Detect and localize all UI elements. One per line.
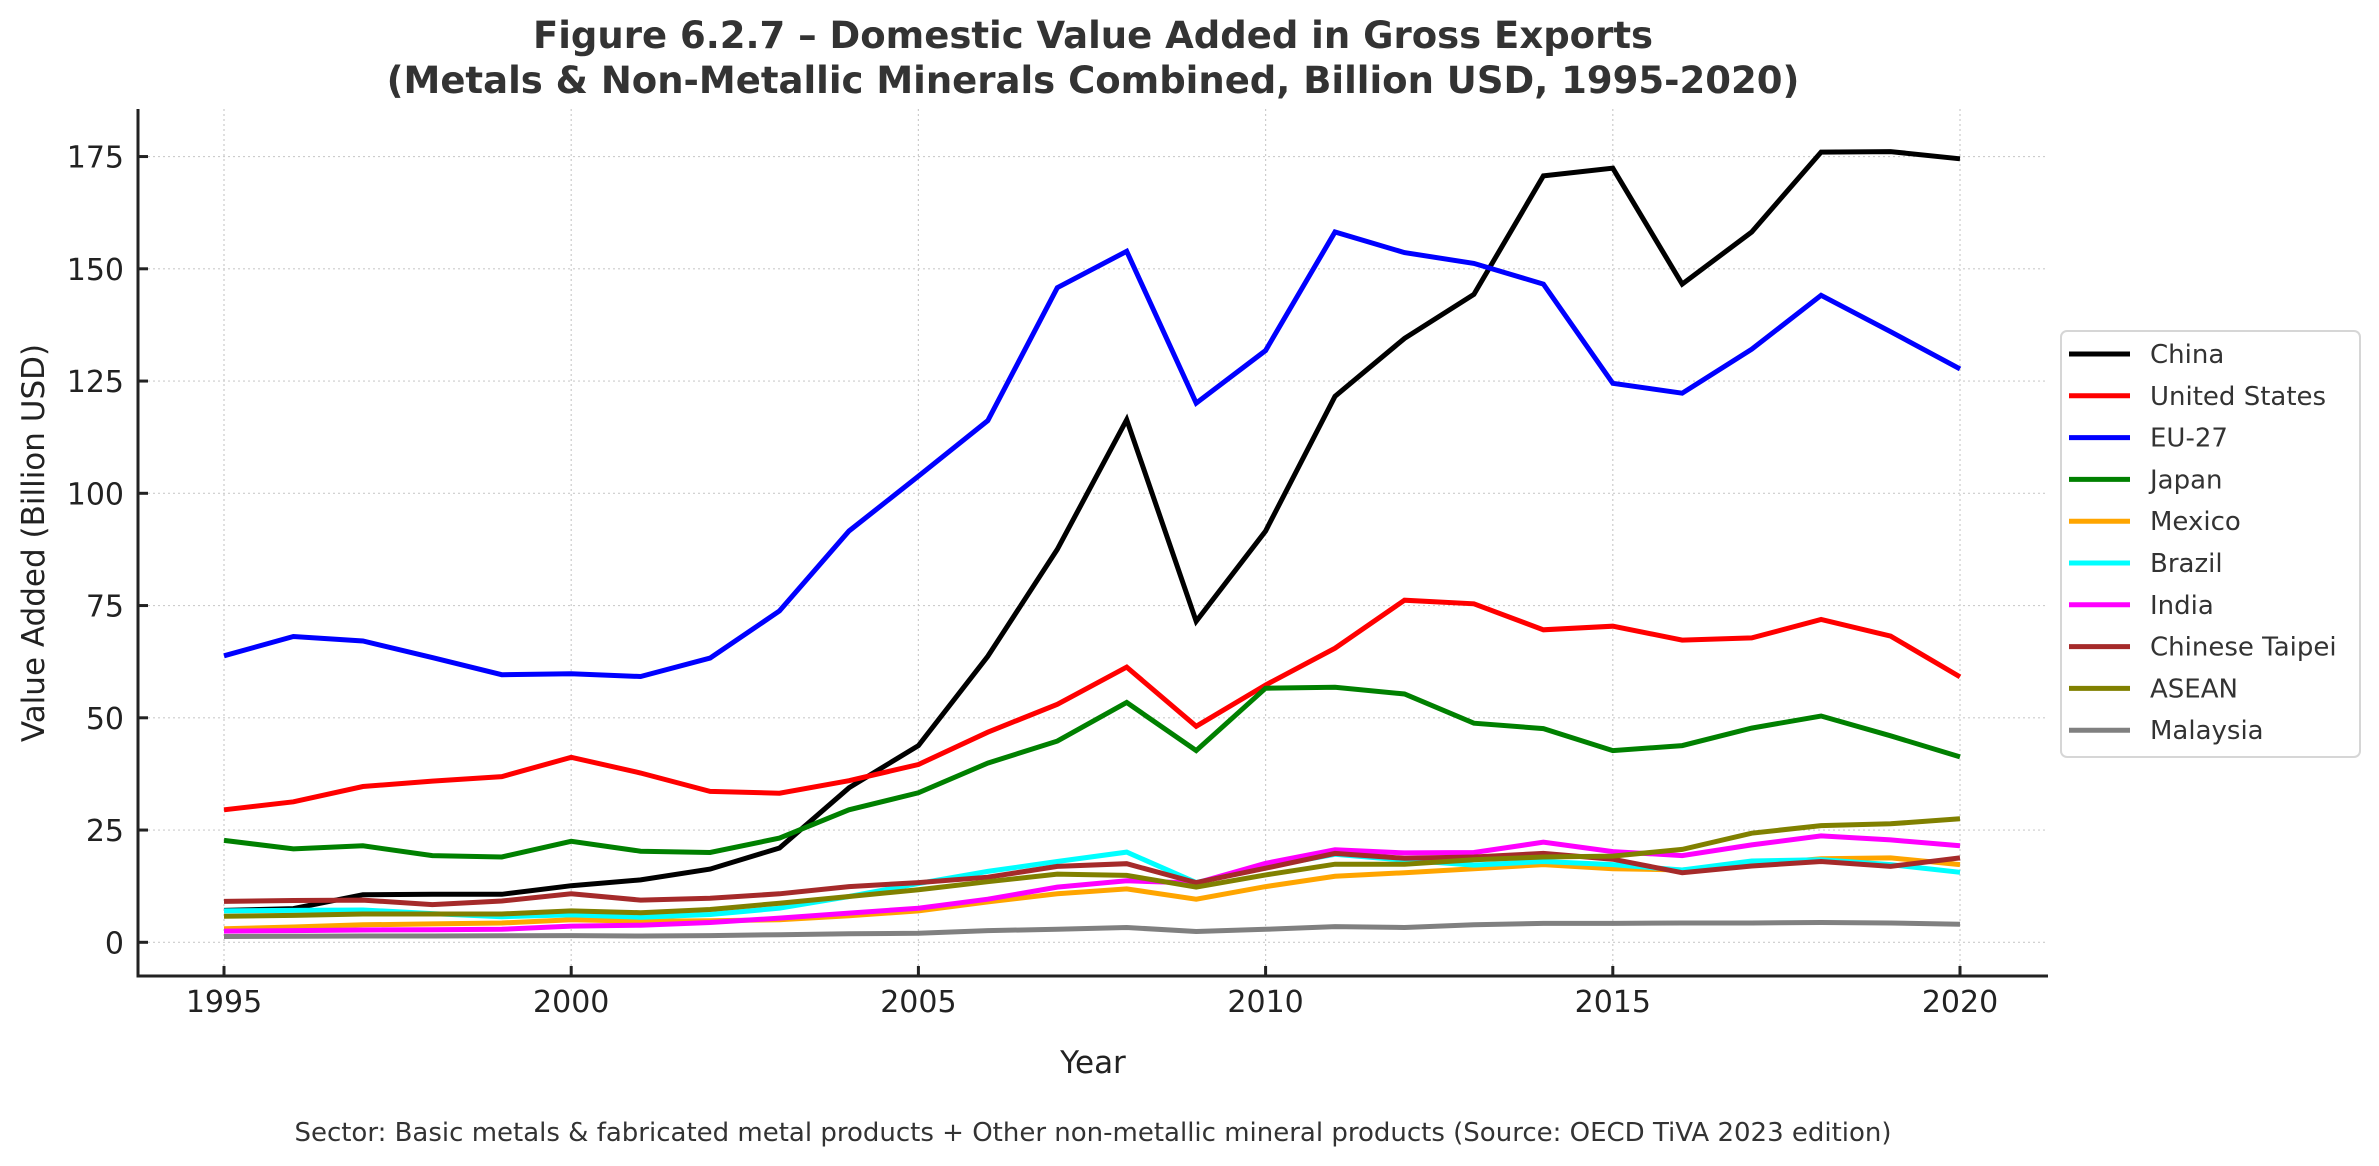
y-axis-label: Value Added (Billion USD) bbox=[16, 344, 52, 742]
y-tick-label: 150 bbox=[67, 253, 124, 288]
legend-label-brazil: Brazil bbox=[2150, 549, 2223, 579]
series-line-japan bbox=[223, 684, 1961, 860]
x-tick-label: 2005 bbox=[880, 985, 956, 1020]
series-line-asean bbox=[223, 816, 1961, 919]
y-tick-label: 25 bbox=[86, 814, 124, 849]
series-line-china bbox=[223, 149, 1961, 913]
legend-label-india: India bbox=[2150, 591, 2214, 621]
y-tick-label: 175 bbox=[67, 141, 124, 176]
legend-frame bbox=[2060, 330, 2361, 758]
x-tick-label: 2010 bbox=[1227, 985, 1303, 1020]
legend-label-asean: ASEAN bbox=[2150, 674, 2238, 704]
legend-label-mexico: Mexico bbox=[2150, 507, 2241, 537]
x-tick-label: 1995 bbox=[186, 985, 262, 1020]
legend: China United States EU-27 Japan Mexico Brazil… bbox=[2060, 330, 2361, 758]
series-lines bbox=[223, 149, 1962, 939]
chart-footer-note: Sector: Basic metals & fabricated metal … bbox=[294, 1118, 1891, 1148]
series-line-malaysia bbox=[223, 919, 1961, 939]
series-line-united-states bbox=[223, 597, 1962, 813]
chart-title: Figure 6.2.7 – Domestic Value Added in G… bbox=[533, 14, 1653, 57]
legend-label-chinese-taipei: Chinese Taipei bbox=[2150, 633, 2337, 663]
series-line-chinese-taipei bbox=[223, 850, 1961, 908]
y-tick-label: 75 bbox=[86, 590, 124, 625]
series-line-eu-27 bbox=[223, 229, 1962, 680]
x-axis-label: Year bbox=[1059, 1045, 1126, 1081]
x-tick-label: 2000 bbox=[533, 985, 609, 1020]
y-tick-label: 50 bbox=[86, 702, 124, 737]
legend-label-china: China bbox=[2150, 340, 2224, 370]
x-tick-label: 2020 bbox=[1922, 985, 1998, 1020]
axis-ticks: 1995 2000 2005 2010 2015 2020 0 25 50 75 100 125 150… bbox=[67, 141, 1998, 1020]
x-tick-label: 2015 bbox=[1575, 985, 1651, 1020]
series-line-india bbox=[223, 833, 1961, 934]
legend-label-united-states: United States bbox=[2150, 382, 2326, 412]
legend-label-japan: Japan bbox=[2148, 465, 2223, 495]
y-tick-label: 125 bbox=[67, 365, 124, 400]
y-tick-label: 100 bbox=[67, 477, 124, 512]
y-tick-label: 0 bbox=[105, 926, 124, 961]
legend-label-malaysia: Malaysia bbox=[2150, 716, 2264, 746]
chart-subtitle: (Metals & Non-Metallic Minerals Combined… bbox=[387, 59, 1800, 102]
legend-label-eu-27: EU-27 bbox=[2150, 424, 2228, 454]
